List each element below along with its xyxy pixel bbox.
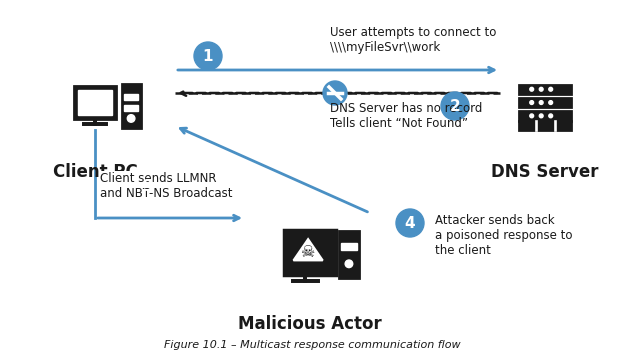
FancyBboxPatch shape: [124, 105, 138, 111]
Text: 1: 1: [202, 48, 213, 63]
FancyBboxPatch shape: [519, 84, 571, 94]
Text: 4: 4: [405, 216, 415, 231]
Circle shape: [345, 260, 352, 267]
FancyBboxPatch shape: [288, 234, 332, 270]
FancyBboxPatch shape: [341, 243, 356, 250]
FancyBboxPatch shape: [519, 111, 571, 121]
Circle shape: [539, 114, 543, 118]
FancyBboxPatch shape: [74, 86, 116, 118]
Circle shape: [127, 115, 135, 122]
Text: ☠: ☠: [301, 245, 315, 260]
Circle shape: [549, 114, 552, 118]
Circle shape: [323, 81, 347, 105]
FancyBboxPatch shape: [122, 84, 141, 128]
Text: Attacker sends back
a poisoned response to
the client: Attacker sends back a poisoned response …: [435, 214, 572, 257]
Text: DNS Server: DNS Server: [491, 163, 599, 181]
Text: User attempts to connect to
\\\\myFileSvr\\work: User attempts to connect to \\\\myFileSv…: [330, 26, 496, 54]
Circle shape: [530, 87, 534, 91]
Text: Malicious Actor: Malicious Actor: [238, 315, 382, 333]
Polygon shape: [294, 239, 322, 260]
Text: DNS Server has no record
Tells client “Not Found”: DNS Server has no record Tells client “N…: [330, 102, 482, 130]
Circle shape: [539, 87, 543, 91]
Text: Client sends LLMNR
and NBT-NS Broadcast: Client sends LLMNR and NBT-NS Broadcast: [100, 172, 232, 200]
FancyBboxPatch shape: [339, 231, 359, 278]
Text: Client PC: Client PC: [52, 163, 138, 181]
Circle shape: [530, 114, 534, 118]
FancyBboxPatch shape: [519, 121, 571, 130]
Circle shape: [396, 209, 424, 237]
Circle shape: [194, 42, 222, 70]
FancyBboxPatch shape: [519, 98, 571, 107]
FancyBboxPatch shape: [78, 90, 112, 115]
Circle shape: [549, 101, 552, 105]
Text: 3: 3: [142, 179, 153, 194]
Circle shape: [134, 172, 162, 200]
Circle shape: [530, 101, 534, 105]
Text: Figure 10.1 – Multicast response communication flow: Figure 10.1 – Multicast response communi…: [164, 340, 460, 350]
Circle shape: [441, 92, 469, 120]
FancyBboxPatch shape: [124, 94, 138, 100]
Text: 2: 2: [449, 98, 461, 113]
FancyBboxPatch shape: [284, 229, 336, 275]
Circle shape: [539, 101, 543, 105]
Circle shape: [549, 87, 552, 91]
